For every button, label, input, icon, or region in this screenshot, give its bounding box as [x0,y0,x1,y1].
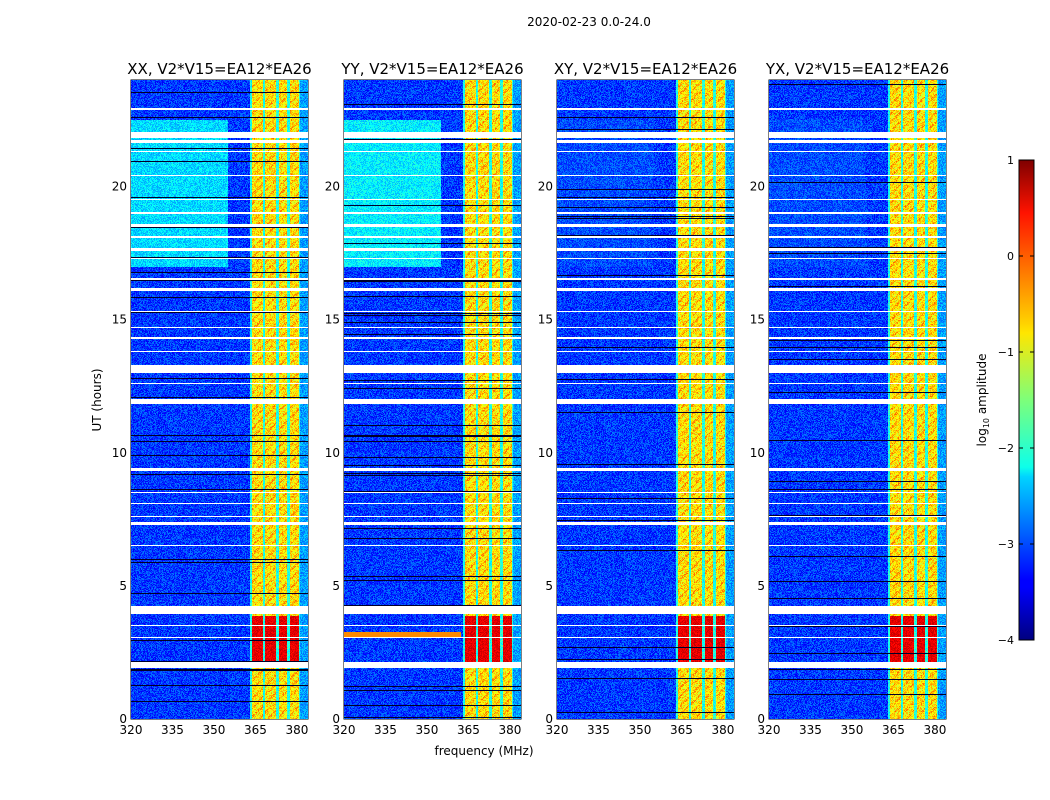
x-tick-label: 380 [711,723,734,737]
y-tick-label: 10 [325,446,340,460]
colorbar-tick-label: 1 [1007,154,1014,167]
x-tick-label: 365 [882,723,905,737]
y-tick-label: 0 [757,712,765,726]
panel-title: XX, V2*V15=EA12*EA26 [127,60,311,78]
y-tick-label: 5 [119,579,127,593]
panel-title: YX, V2*V15=EA12*EA26 [765,60,949,78]
x-axis-label: frequency (MHz) [434,744,533,758]
y-tick-label: 15 [325,313,340,327]
figure-suptitle: 2020-02-23 0.0-24.0 [527,15,651,29]
y-tick-label: 20 [112,180,127,194]
colorbar-tick-label: −4 [998,634,1014,647]
y-tick-label: 5 [545,579,553,593]
x-tick-label: 320 [120,723,143,737]
spectrogram-image-3 [769,80,946,719]
y-tick-label: 0 [545,712,553,726]
y-tick-label: 0 [332,712,340,726]
colorbar-gradient [1018,159,1035,641]
y-tick-label: 20 [538,180,553,194]
x-tick-label: 320 [758,723,781,737]
x-tick-label: 380 [285,723,308,737]
colorbar-tick-label: −3 [998,538,1014,551]
x-tick-label: 335 [587,723,610,737]
y-axis-label: UT (hours) [90,368,104,431]
x-tick-label: 380 [498,723,521,737]
y-tick-label: 5 [757,579,765,593]
colorbar: log10 amplitude 1 0 −1 −2 −3 −4 [975,154,1035,647]
y-tick-label: 10 [538,446,553,460]
x-tick-label: 380 [923,723,946,737]
y-tick-label: 0 [119,712,127,726]
y-tick-label: 20 [325,180,340,194]
spectrogram-image-0 [131,80,308,719]
spectrogram-image-2 [557,80,734,719]
x-tick-label: 365 [244,723,267,737]
x-tick-label: 335 [161,723,184,737]
x-tick-label: 335 [799,723,822,737]
y-tick-label: 5 [332,579,340,593]
x-tick-label: 350 [203,723,226,737]
y-tick-label: 15 [112,313,127,327]
y-tick-label: 15 [750,313,765,327]
colorbar-tick-label: −1 [998,346,1014,359]
panel-title: YY, V2*V15=EA12*EA26 [340,60,523,78]
x-tick-label: 365 [457,723,480,737]
colorbar-tick-label: −2 [998,442,1014,455]
panel-title: XY, V2*V15=EA12*EA26 [554,60,737,78]
x-tick-label: 335 [374,723,397,737]
y-tick-label: 10 [750,446,765,460]
colorbar-tick-label: 0 [1007,250,1014,263]
panel-1: YY, V2*V15=EA12*EA26 320 335 350 365 380 0 5 10 1… [325,60,524,737]
x-tick-label: 320 [333,723,356,737]
x-tick-label: 320 [546,723,569,737]
colorbar-label: log10 amplitude [975,354,991,447]
y-tick-label: 15 [538,313,553,327]
x-tick-label: 350 [841,723,864,737]
spectrogram-image-1 [344,80,521,719]
y-tick-label: 20 [750,180,765,194]
y-tick-label: 10 [112,446,127,460]
x-tick-label: 350 [629,723,652,737]
x-tick-label: 350 [416,723,439,737]
x-tick-label: 365 [670,723,693,737]
